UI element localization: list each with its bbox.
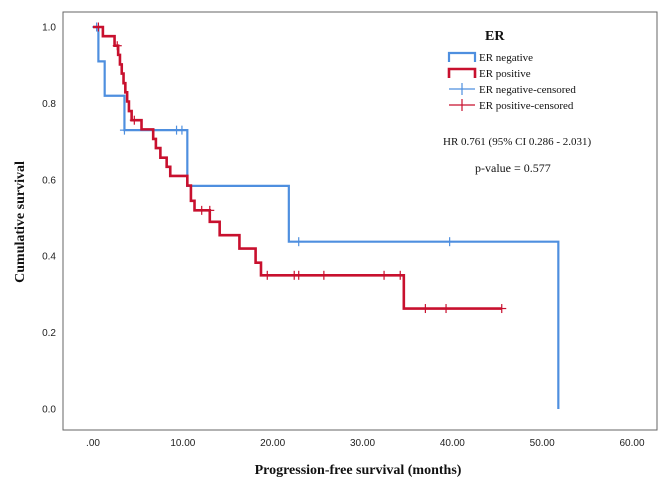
legend-label: ER positive-censored: [479, 100, 574, 112]
legend-entry: ER positive-censored: [449, 99, 574, 112]
legend-swatch-line: [447, 51, 477, 62]
censor-mark: [262, 270, 272, 280]
y-tick-label: 0.6: [42, 175, 56, 186]
x-tick-label: 30.00: [350, 438, 375, 449]
censor-mark: [319, 270, 329, 280]
hr-annotation: HR 0.761 (95% CI 0.286 - 2.031): [443, 136, 592, 148]
censor-mark: [119, 125, 129, 135]
censor-mark: [294, 270, 304, 280]
plot-frame: [62, 11, 658, 431]
x-axis-ticks: .00 10.00 20.00 30.00 40.00 50.00 60.00: [86, 438, 645, 449]
y-tick-label: 0.2: [42, 328, 56, 339]
censor-mark: [294, 237, 304, 247]
x-tick-label: 50.00: [530, 438, 555, 449]
p-value-annotation: p-value = 0.577: [475, 161, 551, 175]
censor-mark: [395, 270, 405, 280]
legend-swatch-line: [447, 67, 477, 78]
legend-items: ER negative ER positive ER negative-censor…: [447, 51, 576, 112]
legend-entry: ER negative-censored: [449, 83, 576, 96]
censor-mark: [112, 41, 122, 51]
censor-mark: [441, 304, 451, 314]
y-tick-label: 0.0: [42, 405, 56, 416]
y-tick-label: 0.8: [42, 99, 56, 110]
y-axis-ticks: 0.0 0.2 0.4 0.6 0.8 1.0: [42, 23, 56, 416]
y-tick-label: 1.0: [42, 23, 56, 34]
censor-mark: [93, 22, 103, 32]
km-curve: [93, 25, 502, 310]
legend-label: ER negative: [479, 52, 533, 64]
legend-label: ER positive: [479, 68, 531, 80]
censor-mark: [445, 237, 455, 247]
x-tick-label: 40.00: [440, 438, 465, 449]
legend-entry: ER negative: [447, 51, 533, 64]
legend: ER ER negative ER positive ER negative-cen…: [447, 29, 576, 112]
x-tick-label: .00: [86, 438, 100, 449]
censor-mark: [497, 304, 507, 314]
series-er-positive: [93, 22, 507, 314]
legend-label: ER negative-censored: [479, 84, 576, 96]
legend-entry: ER positive: [447, 67, 531, 80]
y-tick-label: 0.4: [42, 252, 56, 263]
censor-mark: [177, 125, 187, 135]
x-tick-label: 60.00: [619, 438, 644, 449]
x-axis-title: Progression-free survival (months): [255, 463, 462, 478]
censor-mark: [379, 270, 389, 280]
censor-mark: [129, 115, 139, 125]
censor-mark: [205, 205, 215, 215]
series-layer: [92, 22, 560, 409]
censor-mark: [420, 304, 430, 314]
censor-mark: [197, 205, 207, 215]
x-tick-label: 10.00: [170, 438, 195, 449]
legend-title: ER: [485, 29, 505, 44]
x-tick-label: 20.00: [260, 438, 285, 449]
y-axis-title: Cumulative survival: [13, 161, 28, 283]
